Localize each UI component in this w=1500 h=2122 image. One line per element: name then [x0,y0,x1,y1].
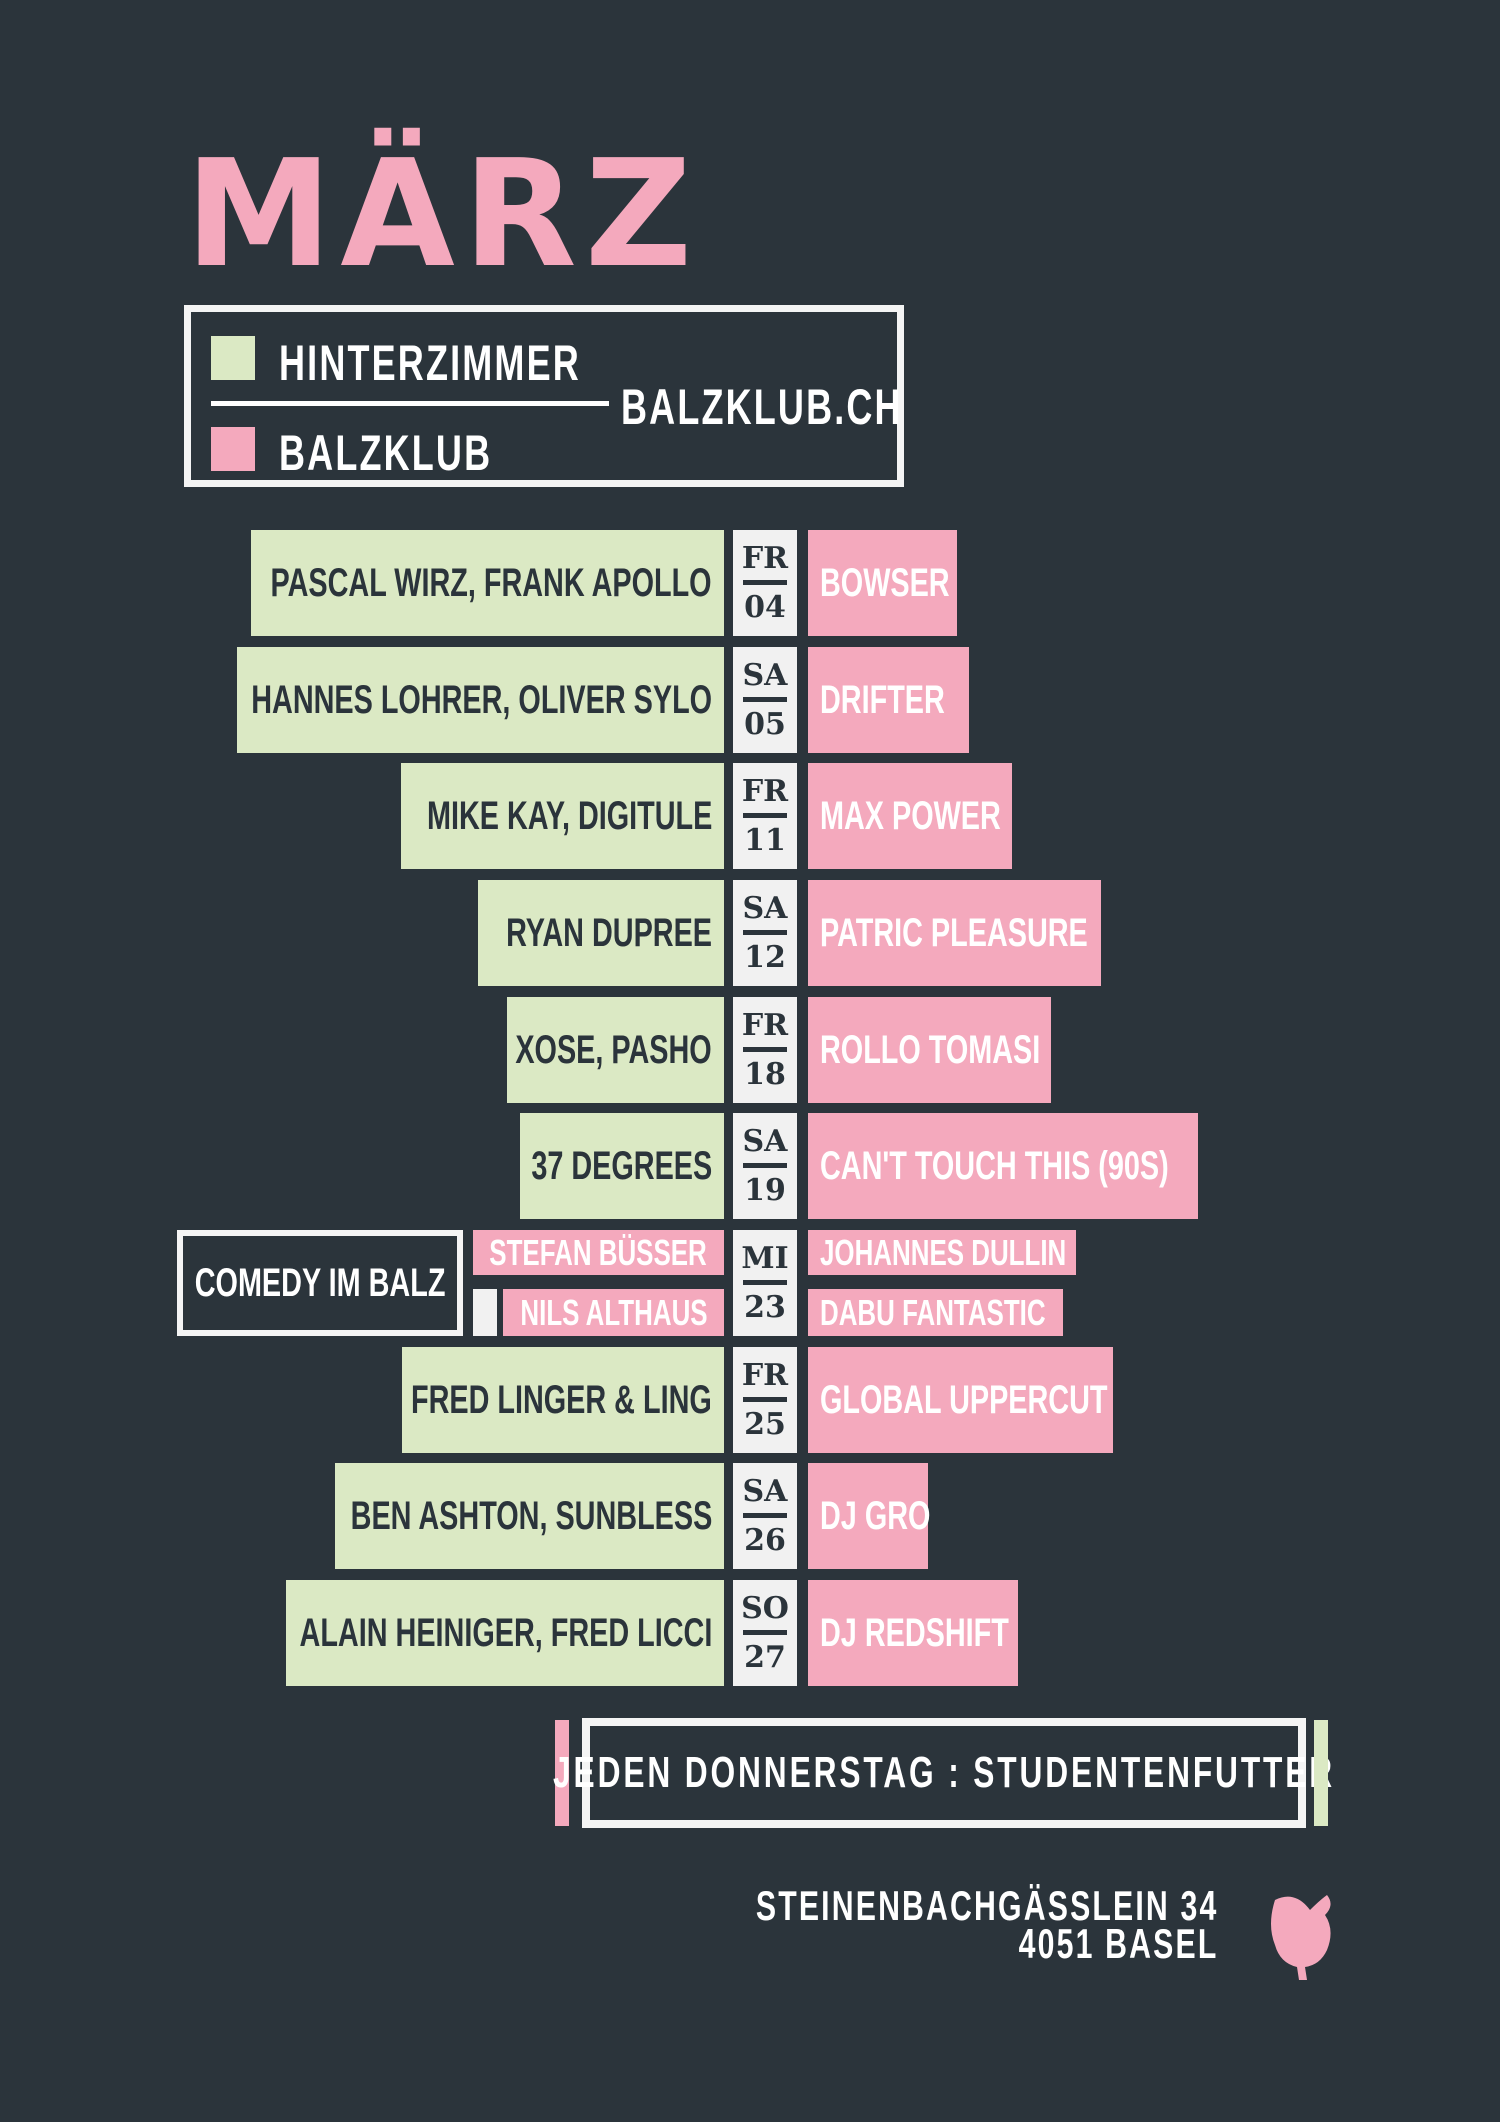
event-row: ALAIN HEINIGER, FRED LICCI SO 27 DJ REDSH… [0,1580,1500,1686]
hinterzimmer-act: RYAN DUPREE [478,880,724,986]
legend-venue1: HINTERZIMMER [279,335,581,391]
pink-accent-bar [555,1720,569,1826]
comedy-act: STEFAN BÜSSER [473,1230,724,1275]
website-link[interactable]: BALZKLUB.CH [621,379,903,435]
balzklub-act: ROLLO TOMASI [808,997,1051,1103]
hinterzimmer-act: FRED LINGER & LING [402,1347,724,1453]
address: STEINENBACHGÄSSLEIN 34 4051 BASEL [755,1882,1218,1967]
date-badge: FR 04 [733,530,797,636]
event-row: BEN ASHTON, SUNBLESS SA 26 DJ GRO [0,1463,1500,1569]
hinterzimmer-act: MIKE KAY, DIGITULE [401,763,724,869]
green-accent-bar [1314,1720,1328,1826]
balzklub-swatch [211,427,255,471]
event-row: HANNES LOHRER, OLIVER SYLO SA 05 DRIFTER [0,647,1500,753]
event-row: RYAN DUPREE SA 12 PATRIC PLEASURE [0,880,1500,986]
comedy-label-box: COMEDY IM BALZ [177,1230,463,1336]
balzklub-act: PATRIC PLEASURE [808,880,1101,986]
event-row: XOSE, PASHO FR 18 ROLLO TOMASI [0,997,1500,1103]
comedy-act: DABU FANTASTIC [808,1289,1063,1336]
date-badge: SA 12 [733,880,797,986]
hinterzimmer-swatch [211,336,255,380]
hinterzimmer-act: HANNES LOHRER, OLIVER SYLO [237,647,724,753]
date-badge: SA 19 [733,1113,797,1219]
hinterzimmer-act: PASCAL WIRZ, FRANK APOLLO [251,530,724,636]
event-row: MIKE KAY, DIGITULE FR 11 MAX POWER [0,763,1500,869]
hinterzimmer-act: XOSE, PASHO [507,997,724,1103]
event-row: 37 DEGREES SA 19 CAN'T TOUCH THIS (90S) [0,1113,1500,1219]
date-badge: FR 11 [733,763,797,869]
balzklub-act: DJ GRO [808,1463,930,1569]
venue-legend: HINTERZIMMER BALZKLUB BALZKLUB.CH [184,305,904,487]
date-badge: FR 25 [733,1347,797,1453]
comedy-event-row: COMEDY IM BALZ STEFAN BÜSSER NILS ALTHAU… [0,1230,1500,1336]
legend-divider [211,401,609,406]
balzklub-act: MAX POWER [808,763,1012,869]
date-badge: FR 18 [733,997,797,1103]
balzklub-act: GLOBAL UPPERCUT [808,1347,1113,1453]
comedy-act: NILS ALTHAUS [503,1289,724,1336]
date-badge: SA 26 [733,1463,797,1569]
hinterzimmer-act: BEN ASHTON, SUNBLESS [335,1463,724,1569]
decorative-block [473,1289,497,1336]
weekly-event-box: JEDEN DONNERSTAG : STUDENTENFUTTER [553,1718,1332,1828]
balzklub-act: DJ REDSHIFT [808,1580,1018,1686]
date-badge: SO 27 [733,1580,797,1686]
comedy-act: JOHANNES DULLIN [808,1230,1076,1275]
hinterzimmer-act: 37 DEGREES [520,1113,724,1219]
date-badge: MI 23 [733,1230,797,1336]
hinterzimmer-act: ALAIN HEINIGER, FRED LICCI [286,1580,724,1686]
page-title: MÄRZ [185,128,701,300]
balzklub-act: DRIFTER [808,647,969,753]
balzklub-act: CAN'T TOUCH THIS (90S) [808,1113,1198,1219]
legend-venue2: BALZKLUB [279,425,493,481]
date-badge: SA 05 [733,647,797,753]
capercaillie-bird-icon [1271,1895,1331,1980]
event-row: PASCAL WIRZ, FRANK APOLLO FR 04 BOWSER [0,530,1500,636]
event-row: FRED LINGER & LING FR 25 GLOBAL UPPERCUT [0,1347,1500,1453]
balzklub-act: BOWSER [808,530,957,636]
